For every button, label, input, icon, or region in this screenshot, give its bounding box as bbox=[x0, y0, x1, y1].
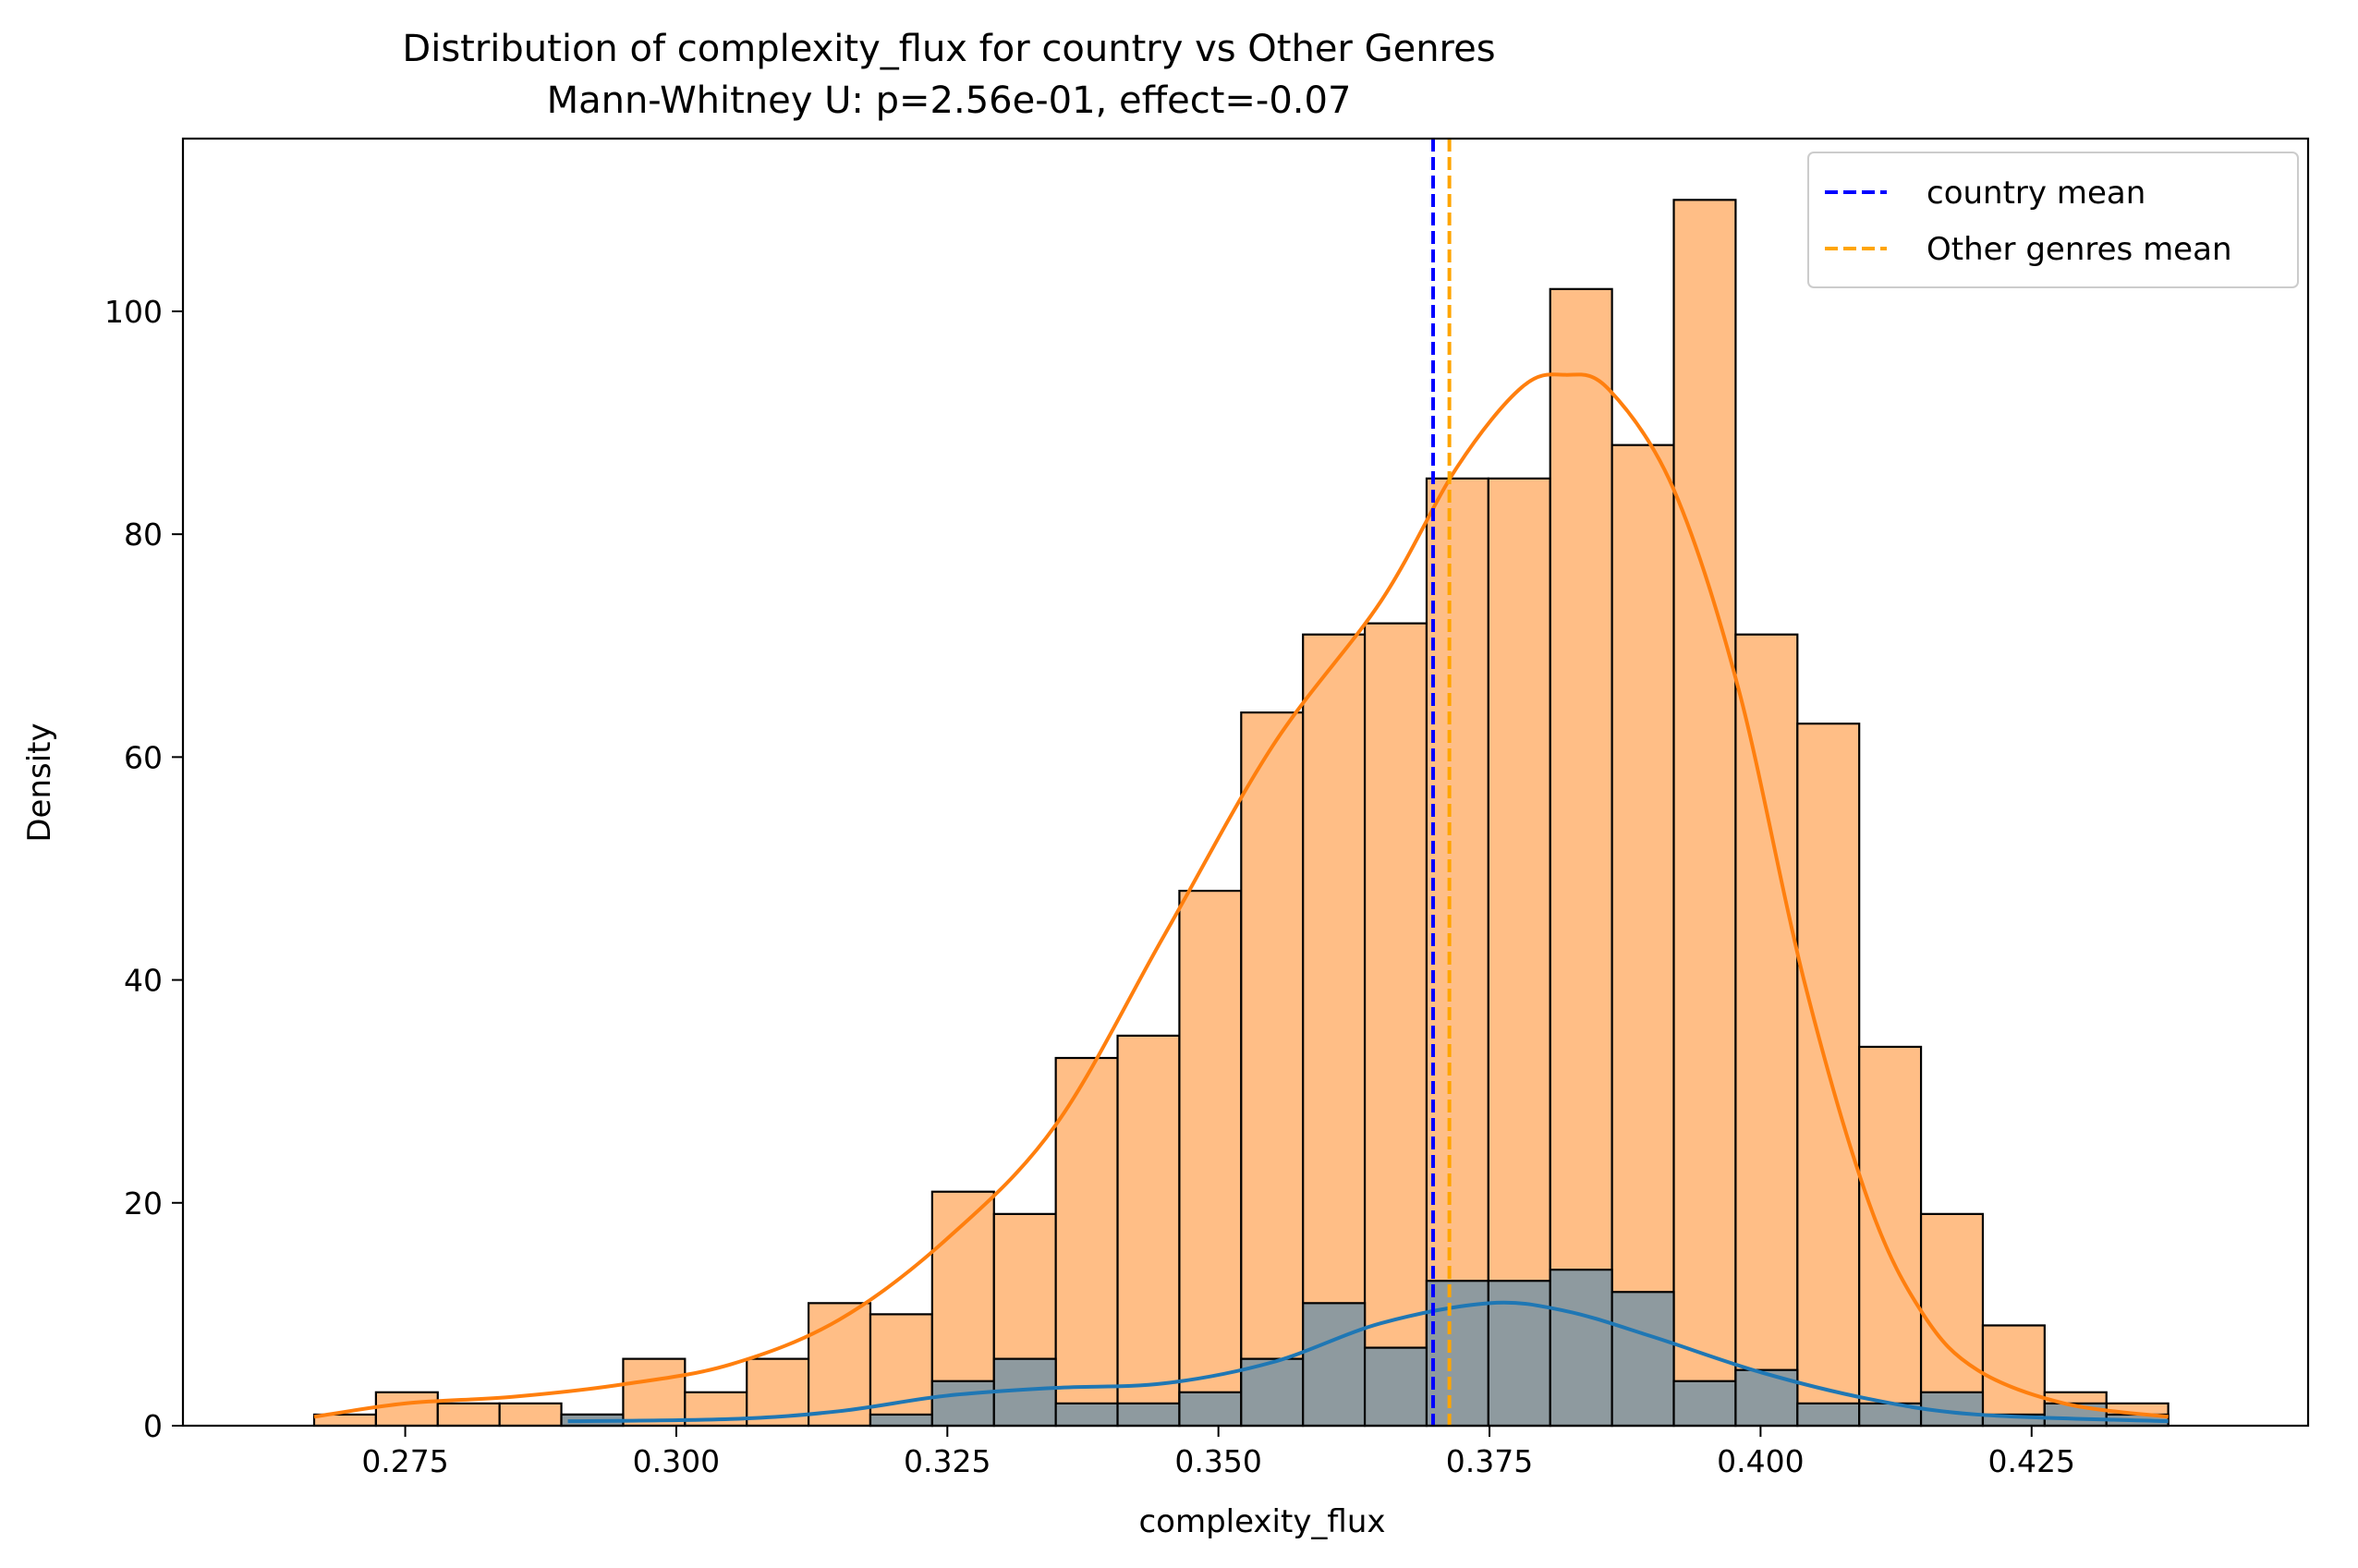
legend-label-other-genres-mean: Other genres mean bbox=[1927, 231, 2232, 268]
bar-s0-bin-5 bbox=[622, 1357, 687, 1428]
bar-s0-bin-15 bbox=[1240, 711, 1305, 1428]
bar-s0-bin-23 bbox=[1734, 633, 1799, 1428]
bar-s1-bin-22 bbox=[1672, 1380, 1737, 1428]
bar-s1-bin-14 bbox=[1178, 1391, 1243, 1428]
legend-box bbox=[1807, 152, 2299, 288]
bar-s0-bin-22 bbox=[1672, 199, 1737, 1428]
bar-s1-bin-12 bbox=[1054, 1402, 1119, 1428]
bar-s0-bin-12 bbox=[1054, 1056, 1119, 1428]
y-tick-label: 60 bbox=[124, 739, 163, 775]
bar-s0-bin-25 bbox=[1858, 1045, 1923, 1428]
bar-s1-bin-15 bbox=[1240, 1357, 1305, 1428]
bars-layer bbox=[312, 199, 2170, 1428]
chart-subtitle: Mann-Whitney U: p=2.56e-01, effect=-0.07 bbox=[547, 79, 1352, 122]
bar-s1-bin-9 bbox=[869, 1413, 933, 1428]
kde-layer bbox=[313, 372, 2169, 1424]
bar-s1-bin-16 bbox=[1302, 1302, 1367, 1428]
bar-s1-bin-10 bbox=[930, 1380, 995, 1428]
x-tick-label: 0.300 bbox=[633, 1443, 720, 1479]
chart-title: Distribution of complexity_flux for coun… bbox=[402, 28, 1495, 70]
x-tick-label: 0.400 bbox=[1717, 1443, 1804, 1479]
x-axis-label: complexity_flux bbox=[1138, 1503, 1385, 1540]
kde-curve-0 bbox=[313, 372, 2169, 1419]
bar-s1-bin-24 bbox=[1796, 1402, 1861, 1428]
mean-lines-layer bbox=[1431, 139, 1452, 1426]
bar-s0-bin-16 bbox=[1302, 633, 1367, 1428]
bar-s0-bin-1 bbox=[374, 1391, 439, 1428]
bar-s0-bin-14 bbox=[1178, 889, 1243, 1428]
x-tick-label: 0.350 bbox=[1174, 1443, 1261, 1479]
kde-curve-1 bbox=[567, 1300, 2169, 1424]
bar-s0-bin-9 bbox=[869, 1313, 933, 1428]
bar-s1-bin-20 bbox=[1549, 1269, 1613, 1428]
bar-s1-bin-17 bbox=[1363, 1346, 1428, 1428]
bar-s0-bin-21 bbox=[1610, 444, 1675, 1428]
y-tick-label: 40 bbox=[124, 963, 163, 999]
bar-s0-bin-3 bbox=[498, 1402, 563, 1428]
y-tick-label: 0 bbox=[143, 1408, 163, 1444]
y-tick-label: 100 bbox=[104, 294, 163, 330]
bar-s0-bin-2 bbox=[436, 1402, 501, 1428]
y-axis-ticks: 0 20 40 60 80 100 bbox=[104, 294, 183, 1444]
x-tick-label: 0.425 bbox=[1988, 1443, 2075, 1479]
x-tick-label: 0.375 bbox=[1446, 1443, 1533, 1479]
y-tick-label: 80 bbox=[124, 517, 163, 553]
bar-s1-bin-21 bbox=[1610, 1291, 1675, 1428]
bar-s0-bin-13 bbox=[1116, 1034, 1181, 1428]
bar-s1-bin-13 bbox=[1116, 1402, 1181, 1428]
x-axis-ticks: 0.275 0.300 0.325 0.350 0.375 0.400 0.425 bbox=[361, 1426, 2075, 1479]
x-tick-label: 0.325 bbox=[904, 1443, 991, 1479]
bar-s0-bin-26 bbox=[1919, 1212, 1985, 1428]
bar-s0-bin-20 bbox=[1549, 287, 1613, 1428]
x-tick-label: 0.275 bbox=[361, 1443, 448, 1479]
bar-s0-bin-17 bbox=[1363, 622, 1428, 1428]
bar-s0-bin-18 bbox=[1425, 477, 1489, 1428]
bar-s0-bin-27 bbox=[1981, 1324, 2046, 1428]
y-tick-label: 20 bbox=[124, 1185, 163, 1222]
plot-frame bbox=[181, 137, 2310, 1428]
legend: country mean Other genres mean bbox=[1807, 152, 2299, 288]
legend-label-country-mean: country mean bbox=[1927, 175, 2145, 212]
y-axis-label: Density bbox=[21, 723, 58, 842]
